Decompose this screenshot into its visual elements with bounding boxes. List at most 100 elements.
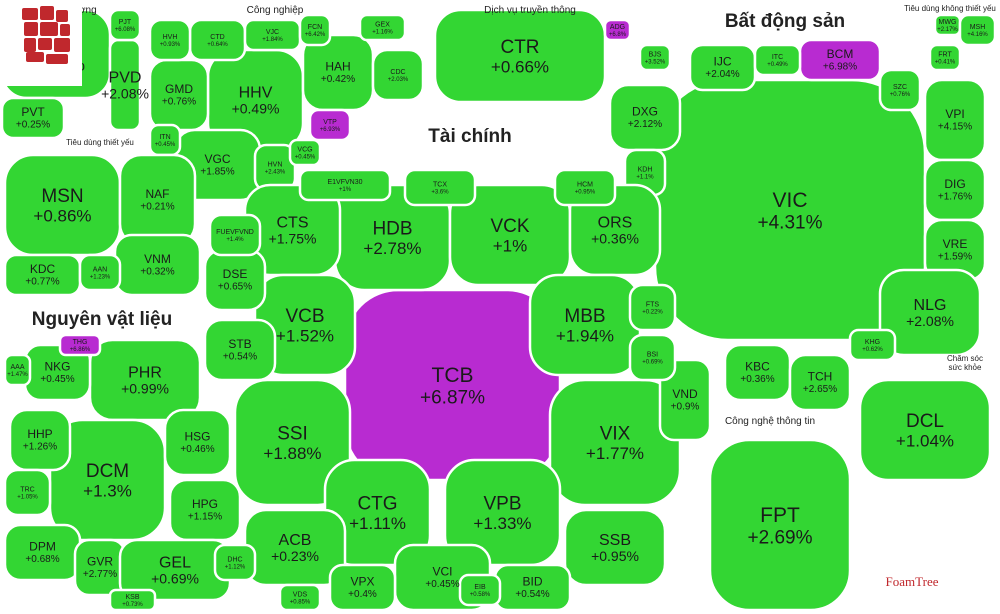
tile-label-vcb: VCB — [285, 306, 324, 327]
tile-change-pvd: +2.08% — [101, 86, 149, 102]
tile-bjs[interactable] — [638, 43, 672, 72]
tile-ksb[interactable] — [108, 588, 157, 612]
tile-cdc[interactable] — [371, 48, 425, 102]
tile-msh[interactable] — [958, 13, 997, 47]
tile-aan[interactable] — [78, 253, 122, 292]
tile-change-adg: +6.8% — [609, 32, 627, 38]
tile-vix[interactable] — [548, 378, 682, 507]
tile-fpt[interactable] — [708, 438, 852, 612]
tile-vds[interactable] — [278, 583, 322, 612]
tile-eib[interactable] — [458, 573, 502, 607]
tile-change-vnd: +0.9% — [671, 402, 700, 413]
tile-hsg[interactable] — [163, 408, 232, 477]
tile-nlg[interactable] — [878, 268, 982, 357]
tile-change-kbc: +0.36% — [740, 374, 774, 385]
tile-change-hvn: +2.43% — [265, 169, 286, 175]
tile-change-vgc: +1.85% — [200, 167, 234, 178]
group-label-cham-soc-suc-khoe: Chăm sóc sức khỏe — [946, 354, 983, 373]
tile-change-vpx: +0.4% — [348, 589, 377, 600]
tile-label-e1vfvn30: E1VFVN30 — [327, 179, 362, 186]
tile-stb[interactable] — [203, 318, 277, 382]
tile-dcl[interactable] — [858, 378, 992, 482]
tile-szc[interactable] — [878, 68, 922, 112]
tile-change-tcb: +6.87% — [420, 388, 485, 409]
tile-change-itc: +0.49% — [767, 62, 788, 68]
tile-label-tcx: TCX — [433, 181, 447, 188]
tile-label-vpb: VPB — [483, 494, 521, 515]
tile-label-vjc: VJC — [266, 29, 279, 36]
tile-vcg[interactable] — [288, 138, 322, 167]
tile-ssi[interactable] — [233, 378, 352, 507]
tile-change-frt: +0.41% — [935, 59, 956, 65]
tile-change-dse: +0.65% — [218, 282, 252, 293]
tile-label-gel: GEL — [159, 555, 191, 572]
tile-trc[interactable] — [3, 468, 52, 517]
tile-change-hhv: +0.49% — [232, 101, 280, 117]
tile-tch[interactable] — [788, 353, 852, 412]
tile-label-adg: ADG — [610, 24, 625, 31]
tile-fuevfvnd[interactable] — [208, 213, 262, 257]
tile-gex[interactable] — [358, 13, 407, 42]
tile-change-naf: +0.21% — [140, 202, 174, 213]
tile-label-tcb: TCB — [432, 364, 474, 387]
tile-change-vpb: +1.33% — [473, 514, 531, 533]
tile-change-bcm: +6.98% — [823, 62, 857, 73]
tile-change-dig: +1.76% — [938, 192, 972, 203]
tile-label-kbc: KBC — [745, 360, 770, 374]
tile-itc[interactable] — [753, 43, 802, 77]
tile-label-ctd: CTD — [210, 34, 224, 41]
foamtree-logo-text: FoamTree — [885, 574, 939, 589]
tile-adg[interactable] — [603, 18, 632, 42]
tile-hvh[interactable] — [148, 18, 192, 62]
tile-change-pjt: +6.08% — [115, 27, 136, 33]
tile-change-ssb: +0.95% — [591, 548, 639, 564]
tile-change-ctr: +0.66% — [491, 58, 549, 77]
tile-change-ctd: +0.64% — [207, 42, 228, 48]
tile-thg[interactable] — [58, 333, 102, 357]
tile-change-gvr: +2.77% — [83, 569, 117, 580]
tile-tcx[interactable] — [403, 168, 477, 207]
tile-label-cts: CTS — [277, 215, 309, 232]
tile-label-hhp: HHP — [27, 427, 52, 441]
tile-pjt[interactable] — [108, 8, 142, 42]
tile-label-bcm: BCM — [827, 47, 854, 61]
tile-change-dhc: +1.12% — [225, 564, 246, 570]
tile-hcm[interactable] — [553, 168, 617, 207]
tile-frt[interactable] — [928, 43, 962, 72]
tile-label-thg: THG — [73, 339, 88, 346]
tile-label-aaa: AAA — [10, 364, 24, 371]
tile-change-stb: +0.54% — [223, 352, 257, 363]
tile-dhc[interactable] — [213, 543, 257, 582]
tile-label-itn: ITN — [159, 134, 170, 141]
tile-label-ors: ORS — [598, 215, 633, 232]
tile-change-ssi: +1.88% — [263, 444, 321, 463]
tile-label-bid: BID — [522, 575, 542, 589]
tile-label-trc: TRC — [20, 486, 34, 493]
tile-vtp[interactable] — [308, 108, 352, 142]
tile-label-bjs: BJS — [649, 51, 662, 58]
tile-vpx[interactable] — [328, 563, 397, 612]
tile-pvt[interactable] — [0, 96, 66, 140]
group-label-nguyen-vat-lieu: Nguyên vật liệu — [31, 309, 173, 330]
tile-e1vfvn30[interactable] — [298, 168, 392, 202]
tile-change-dcl: +1.04% — [896, 432, 954, 451]
tile-fts[interactable] — [628, 283, 677, 332]
tile-vnd[interactable] — [658, 358, 712, 442]
tile-khg[interactable] — [848, 328, 897, 362]
tile-fcn[interactable] — [298, 13, 332, 47]
tile-label-hhv: HHV — [239, 85, 273, 102]
tile-label-eib: EIB — [474, 584, 486, 591]
tile-label-dig: DIG — [944, 177, 965, 191]
tile-label-hpg: HPG — [192, 497, 218, 511]
tile-ctr[interactable] — [433, 8, 607, 104]
tile-aaa[interactable] — [3, 353, 32, 387]
tile-label-fpt: FPT — [760, 504, 800, 527]
tile-label-ksb: KSB — [125, 594, 139, 601]
tile-change-tch: +2.65% — [803, 384, 837, 395]
tile-ssb[interactable] — [563, 508, 667, 587]
tile-label-itc: ITC — [772, 54, 783, 61]
tile-label-phr: PHR — [128, 365, 162, 382]
tile-label-hah: HAH — [325, 60, 350, 74]
tile-bsi[interactable] — [628, 333, 677, 382]
tile-label-gmd: GMD — [165, 82, 193, 96]
